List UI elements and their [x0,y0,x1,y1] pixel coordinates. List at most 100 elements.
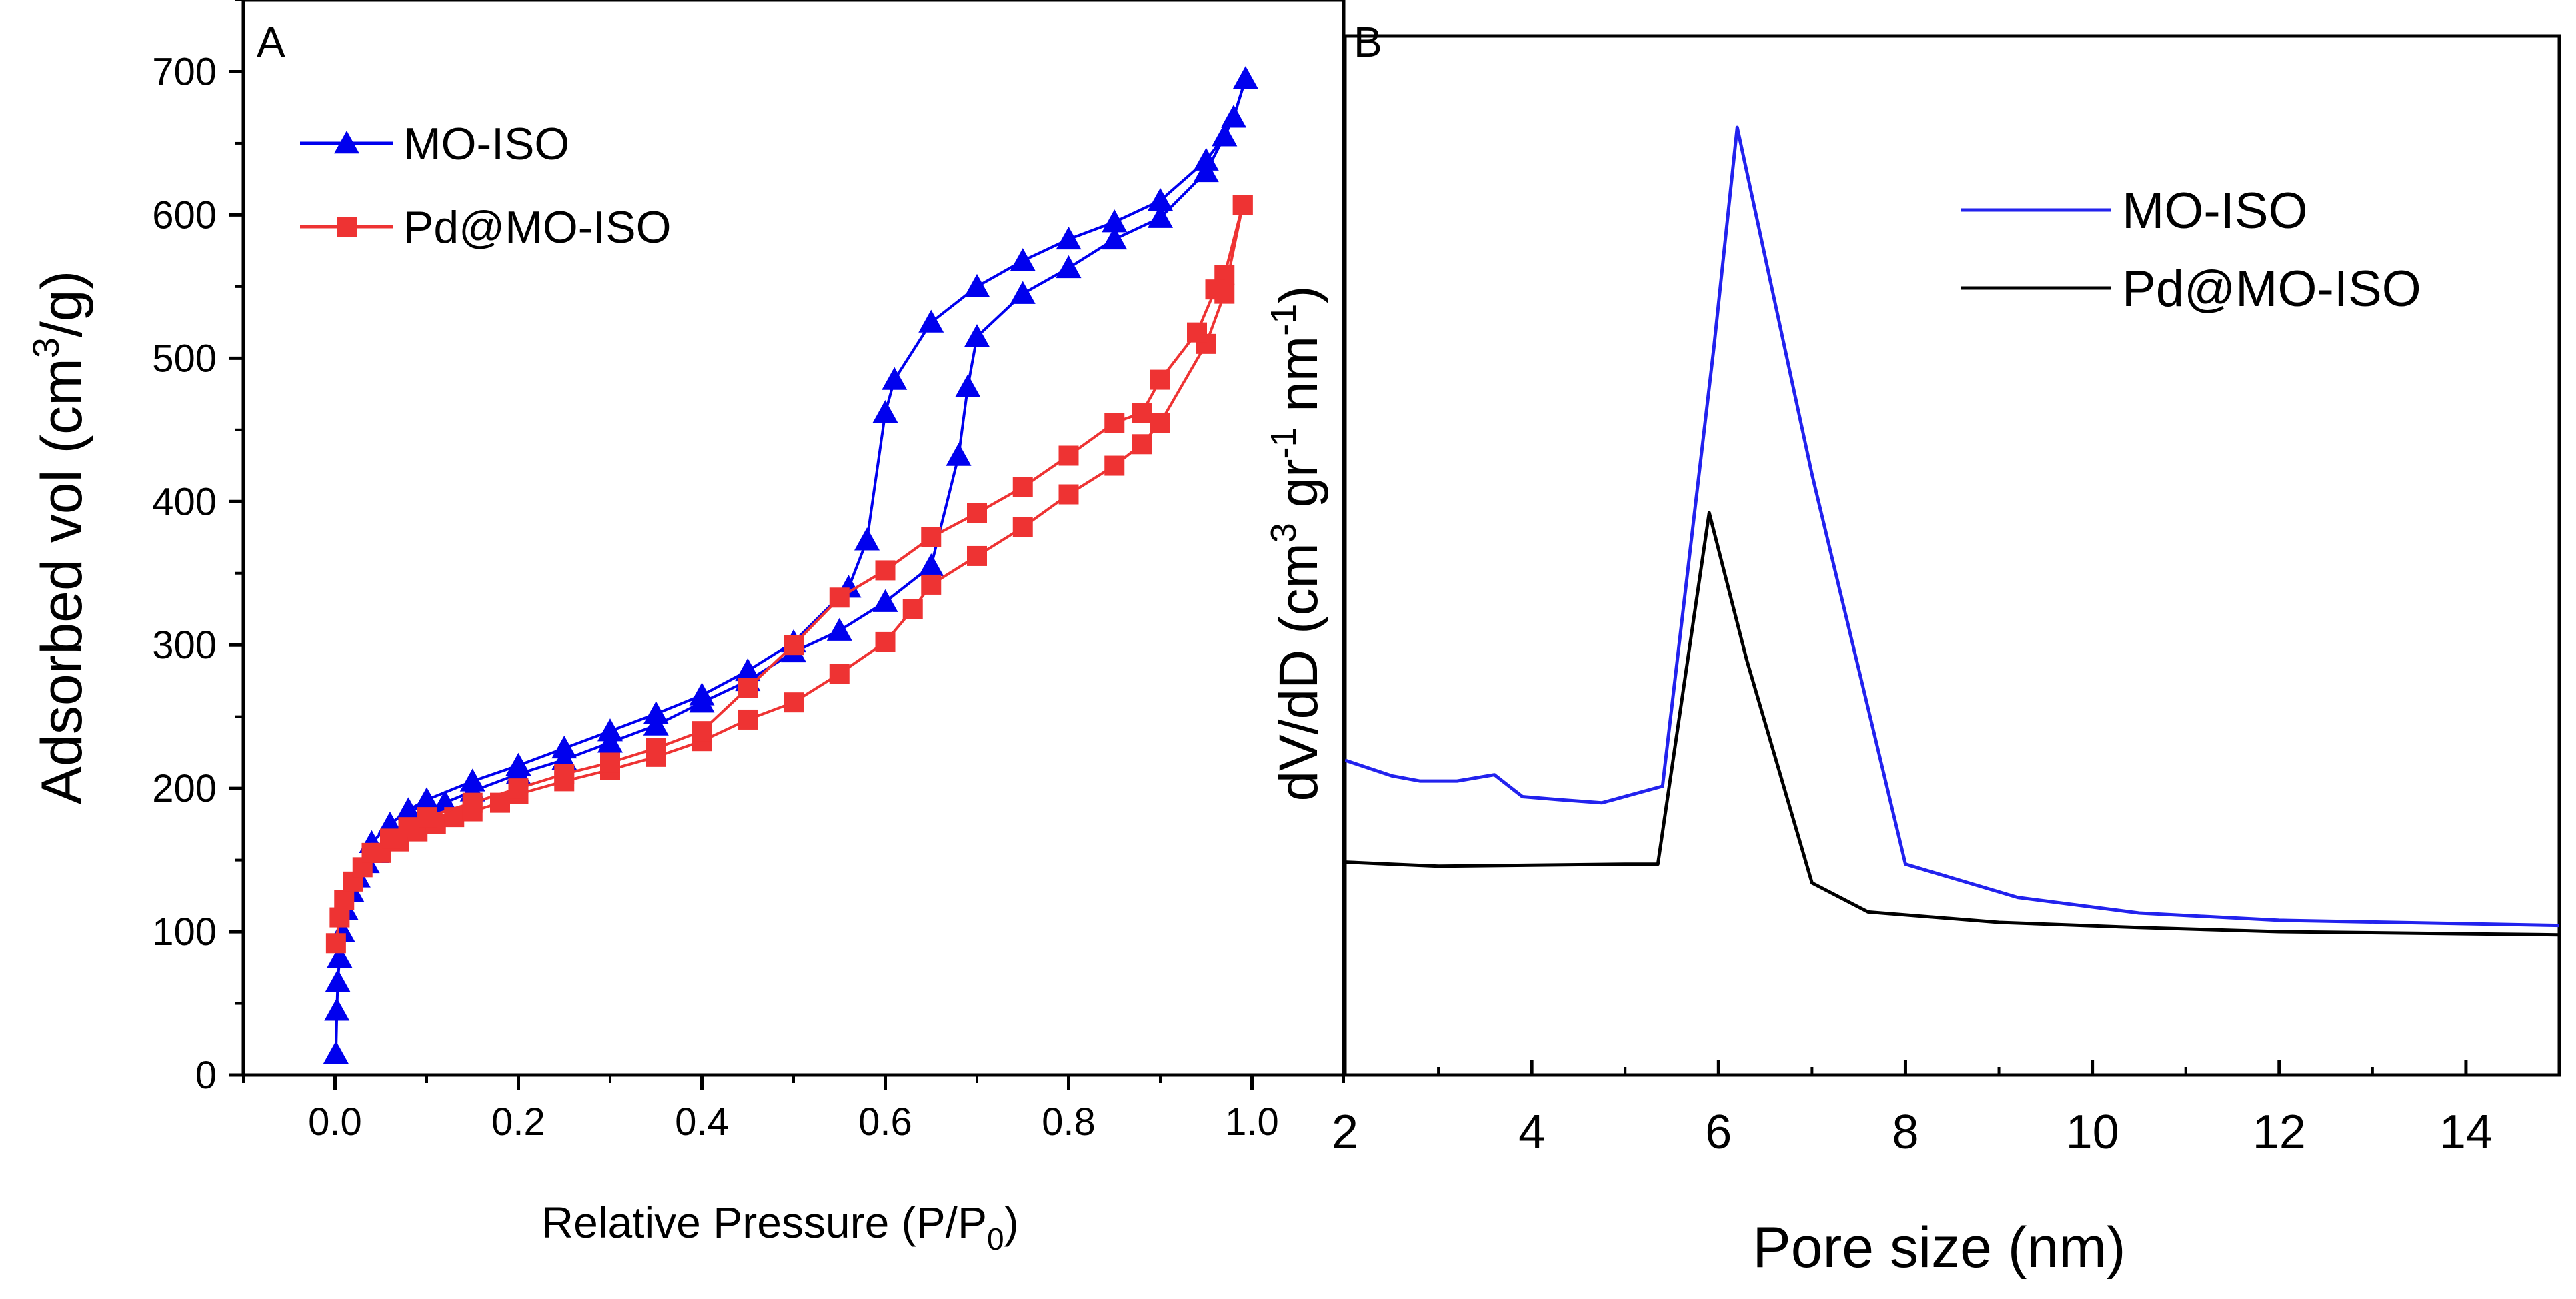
adsorption-point [1102,226,1128,250]
desorption-point [875,560,896,581]
adsorption-point [1058,484,1079,505]
adsorption-point [921,574,942,595]
adsorption-point [902,599,923,619]
adsorption-point [784,692,804,713]
adsorption-point [872,589,898,612]
desorption-point [854,527,880,551]
x-tick-label: 0.6 [858,1100,912,1144]
y-tick-label: 500 [152,337,217,380]
desorption-point [921,527,942,547]
y-tick-label: 400 [152,480,217,523]
desorption-point [1232,195,1253,215]
x-tick-label: 2 [1332,1106,1358,1159]
adsorption-point [325,969,351,992]
adsorption-point [964,324,990,347]
panel-b-y-axis-title-sup1: 3 [1264,523,1304,543]
y-tick-label: 700 [152,50,217,93]
x-tick-label: 12 [2253,1106,2306,1159]
y-tick-label: 0 [195,1054,217,1097]
legend-marker [334,131,359,154]
panel-b-x-axis-title: Pore size (nm) [1752,1216,2125,1280]
x-tick-label: 0.4 [675,1100,729,1144]
desorption-point [554,764,575,784]
adsorption-point [738,709,758,730]
panel-a-y-axis-title: Adsorbed vol (cm3/g) [25,271,94,805]
desorption-point [1187,322,1207,343]
desorption-point [784,635,804,656]
desorption-point [505,752,531,776]
desorption-point [551,735,577,759]
adsorption-point [325,933,346,954]
desorption-line [371,204,1244,854]
adsorption-point [826,617,852,641]
desorption-point [882,367,908,390]
panel-a-x-axis-title-main: Relative Pressure (P/P [541,1198,987,1247]
panel-b-y-axis-title-sup2: -1 [1264,427,1304,459]
adsorption-point [1056,255,1082,279]
x-tick-label: 0.0 [308,1100,362,1144]
panel-a-ticks: 0.0 0.2 0.4 0.6 0.8 1.0 0 100 200 300 400 500 600 700 [152,0,1345,1144]
panel-a-legend: MO-ISO Pd@MO-ISO [300,119,672,253]
legend-label: Pd@MO-ISO [403,202,672,253]
legend-label: MO-ISO [403,119,569,169]
panel-b-legend: MO-ISO Pd@MO-ISO [1961,183,2421,317]
panel-b-y-axis-title-sup3: -1 [1264,304,1304,336]
panel-b-y-axis-title-mid2: nm [1268,336,1329,427]
panel-a: A 0.0 0.2 0.4 0.6 0.8 1.0 0 100 200 300 400 500 600 7… [25,0,1346,1256]
panel-a-y-axis-title-end: /g) [30,271,94,337]
desorption-point [1058,445,1079,466]
desorption-point [414,787,439,810]
adsorption-point [1104,455,1125,476]
adsorption-point [1132,434,1152,455]
panel-b-y-axis-title-end: ) [1268,285,1329,303]
legend-label: Pd@MO-ISO [2122,261,2421,317]
x-tick-label: 14 [2439,1106,2493,1159]
desorption-point [689,682,715,706]
desorption-point [1193,147,1219,171]
panel-a-y-axis-title-main: Adsorbed vol (cm [30,358,94,804]
desorption-point [462,792,483,813]
desorption-point [692,721,712,742]
adsorption-point [1010,281,1036,304]
desorption-point [646,738,666,758]
desorption-point [1102,209,1128,233]
desorption-point [1205,279,1226,300]
panel-a-x-axis-title-end: ) [1004,1198,1019,1247]
panel-b-y-axis-title: dV/dD (cm3 gr-1 nm-1) [1264,285,1329,801]
panel-b-ticks: 2 4 6 8 10 12 14 [1332,1060,2561,1159]
desorption-point [829,587,850,608]
desorption-point [1056,226,1082,250]
series-pd-mo-iso [325,195,1253,954]
desorption-point [1012,477,1033,497]
legend-item-pd-mo-iso: Pd@MO-ISO [1961,261,2421,317]
panel-b-y-axis-title-main: dV/dD (cm [1268,543,1329,801]
legend-marker [337,217,357,237]
adsorption-point [643,712,669,736]
adsorption-point [324,998,350,1021]
desorption-point [643,701,669,724]
adsorption-point [1150,413,1170,433]
x-tick-label: 8 [1892,1106,1918,1159]
adsorption-point [1148,205,1173,228]
x-tick-label: 0.8 [1042,1100,1096,1144]
desorption-point [1104,413,1125,433]
adsorption-point [1193,159,1219,183]
desorption-point [1010,248,1036,271]
x-tick-label: 4 [1518,1106,1545,1159]
desorption-point [738,678,758,698]
adsorption-point [946,443,972,466]
adsorption-line [334,204,1244,944]
panel-b-label: B [1354,18,1382,66]
adsorption-point [967,545,987,566]
y-tick-label: 300 [152,623,217,667]
desorption-point [508,778,529,799]
panel-b-y-axis-title-mid: gr [1268,459,1329,523]
panel-b-series [1345,125,2559,937]
desorption-point [417,807,437,828]
x-tick-label: 0.2 [491,1100,545,1144]
x-tick-label: 1.0 [1225,1100,1279,1144]
y-tick-label: 600 [152,193,217,237]
adsorption-point [955,374,981,397]
desorption-point [1221,105,1246,128]
